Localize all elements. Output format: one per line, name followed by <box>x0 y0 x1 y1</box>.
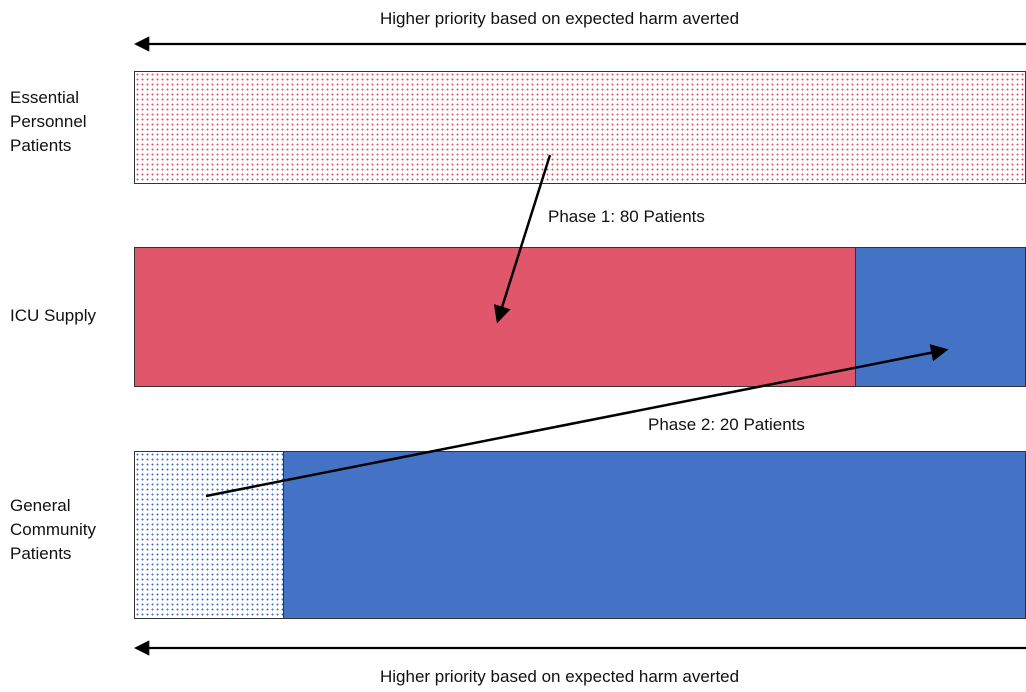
icu-supply-label: ICU Supply <box>10 306 96 325</box>
top-priority-caption: Higher priority based on expected harm a… <box>380 9 740 28</box>
essential-personnel-label: Essential Personnel Patients <box>10 88 87 155</box>
phase1-label: Phase 1: 80 Patients <box>548 207 705 226</box>
essential-personnel-bar <box>134 71 1026 184</box>
icu-phase1-segment <box>134 247 856 387</box>
phase2-label: Phase 2: 20 Patients <box>648 415 805 434</box>
general-community-label: General Community Patients <box>10 496 96 563</box>
icu-phase2-segment <box>855 247 1026 387</box>
general-community-selected-segment <box>134 451 284 619</box>
general-community-remaining-segment <box>283 451 1026 619</box>
bottom-priority-caption: Higher priority based on expected harm a… <box>380 667 740 686</box>
